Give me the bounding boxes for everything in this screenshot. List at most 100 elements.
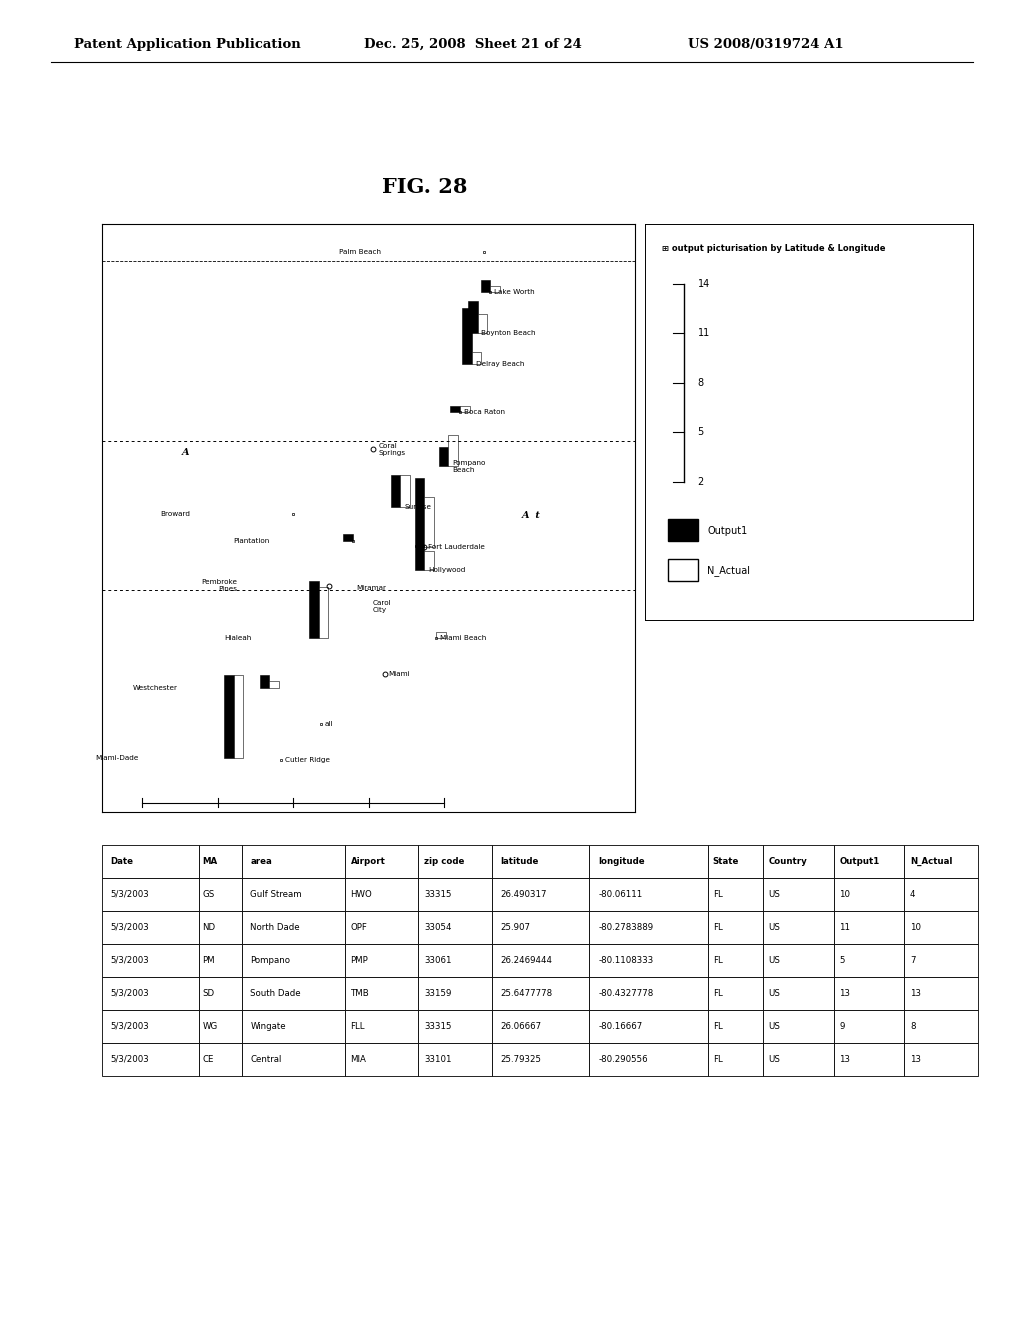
Text: Delray Beach: Delray Beach (476, 362, 524, 367)
Text: North Dade: North Dade (251, 923, 300, 932)
Bar (472, 352, 481, 364)
Bar (763, 911, 834, 944)
Text: 13: 13 (910, 989, 921, 998)
Text: -80.06111: -80.06111 (599, 890, 643, 899)
Bar (243, 977, 345, 1010)
Text: Pompano
Beach: Pompano Beach (452, 459, 485, 473)
Bar (391, 475, 400, 507)
Bar (834, 944, 904, 977)
Bar (709, 878, 763, 911)
Bar (904, 977, 978, 1010)
Bar (490, 286, 500, 292)
Text: US: US (769, 1022, 780, 1031)
Text: FL: FL (713, 1055, 723, 1064)
Bar (834, 911, 904, 944)
Text: US: US (769, 989, 780, 998)
Text: State: State (713, 857, 739, 866)
Bar (419, 878, 493, 911)
Bar (345, 1010, 419, 1043)
Text: 13: 13 (839, 989, 850, 998)
Text: Gulf Stream: Gulf Stream (251, 890, 302, 899)
Text: PMP: PMP (350, 956, 369, 965)
Text: Boynton Beach: Boynton Beach (481, 330, 536, 335)
Text: A  t: A t (522, 511, 541, 520)
Bar (709, 1043, 763, 1076)
Bar (589, 1043, 709, 1076)
Text: ⊞ output picturisation by Latitude & Longitude: ⊞ output picturisation by Latitude & Lon… (662, 244, 885, 253)
Text: 5/3/2003: 5/3/2003 (111, 1022, 148, 1031)
Text: Central: Central (251, 1055, 282, 1064)
Text: Sunrise: Sunrise (404, 504, 431, 510)
Bar (904, 1043, 978, 1076)
Text: 11: 11 (839, 923, 850, 932)
Text: zip code: zip code (424, 857, 465, 866)
Text: 7: 7 (910, 956, 915, 965)
Text: -80.2783889: -80.2783889 (599, 923, 653, 932)
Text: Boca Raton: Boca Raton (464, 409, 505, 414)
Bar (451, 405, 460, 412)
Bar (480, 280, 490, 292)
Bar (493, 845, 589, 878)
Bar (493, 977, 589, 1010)
Text: Miramar: Miramar (356, 585, 387, 591)
Text: -80.4327778: -80.4327778 (599, 989, 654, 998)
Bar (589, 878, 709, 911)
Bar (463, 308, 472, 364)
Text: -80.290556: -80.290556 (599, 1055, 648, 1064)
Bar (243, 911, 345, 944)
Bar (493, 944, 589, 977)
Text: HWO: HWO (350, 890, 373, 899)
Text: N_Actual: N_Actual (708, 565, 751, 576)
Text: TMB: TMB (350, 989, 370, 998)
Text: 5: 5 (697, 428, 703, 437)
Text: US: US (769, 890, 780, 899)
Text: 2: 2 (697, 477, 703, 487)
Text: Cutler Ridge: Cutler Ridge (286, 756, 330, 763)
Text: 26.2469444: 26.2469444 (500, 956, 552, 965)
Bar (102, 944, 199, 977)
Text: N_Actual: N_Actual (910, 857, 952, 866)
Text: Miami Beach: Miami Beach (440, 635, 486, 640)
Text: 25.6477778: 25.6477778 (500, 989, 552, 998)
Text: FL: FL (713, 989, 723, 998)
Bar (763, 1010, 834, 1043)
Text: Palm Beach: Palm Beach (339, 248, 381, 255)
Bar (243, 1043, 345, 1076)
Bar (345, 845, 419, 878)
Text: FL: FL (713, 1022, 723, 1031)
Bar (709, 845, 763, 878)
Text: Patent Application Publication: Patent Application Publication (74, 37, 300, 50)
Bar (102, 977, 199, 1010)
Bar (668, 560, 697, 581)
Bar (224, 676, 233, 758)
Bar (834, 1043, 904, 1076)
Text: CE: CE (203, 1055, 214, 1064)
Bar (102, 845, 199, 878)
Bar (904, 911, 978, 944)
Text: -80.16667: -80.16667 (599, 1022, 643, 1031)
Bar (709, 977, 763, 1010)
Text: 33315: 33315 (424, 1022, 452, 1031)
Bar (318, 587, 328, 638)
Text: area: area (251, 857, 272, 866)
Text: PM: PM (203, 956, 215, 965)
Text: 14: 14 (697, 279, 710, 289)
Bar (260, 675, 269, 688)
Text: 33054: 33054 (424, 923, 452, 932)
Bar (589, 977, 709, 1010)
Bar (345, 911, 419, 944)
Bar (345, 1043, 419, 1076)
Bar (199, 878, 243, 911)
Text: Miami-Dade: Miami-Dade (95, 755, 138, 760)
Text: all: all (325, 721, 333, 727)
Bar (834, 977, 904, 1010)
Text: Miami: Miami (388, 671, 411, 677)
Bar (904, 878, 978, 911)
Text: 5: 5 (839, 956, 845, 965)
Text: Output1: Output1 (839, 857, 880, 866)
Text: Broward: Broward (160, 511, 189, 516)
Text: 5/3/2003: 5/3/2003 (111, 989, 148, 998)
Bar (343, 535, 352, 541)
Bar (477, 314, 487, 333)
Bar (424, 550, 434, 570)
